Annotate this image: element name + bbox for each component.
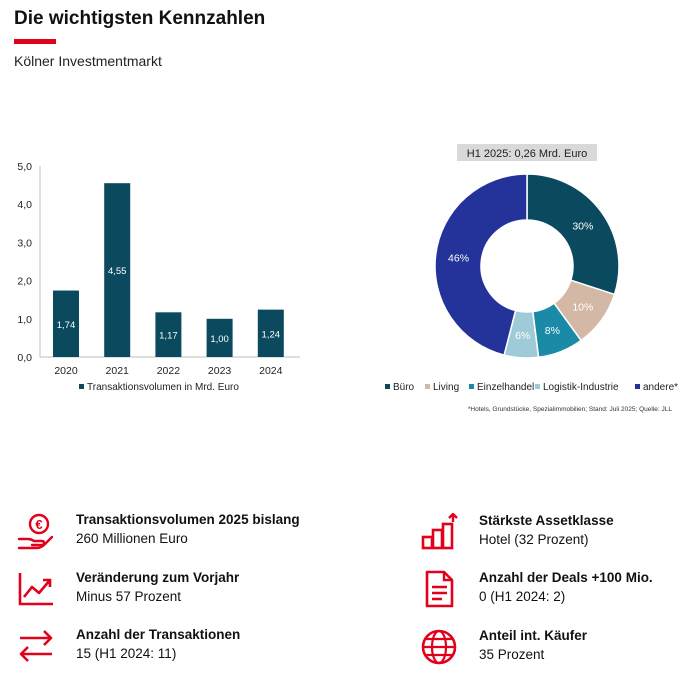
legend-label-buero: Büro [393,382,415,393]
x-tick-label: 2020 [54,365,78,377]
kpi-change-prev-year: Veränderung zum Vorjahr Minus 57 Prozent [17,570,337,610]
kpi-deals-over-100m: Anzahl der Deals +100 Mio. 0 (H1 2024: 2… [420,570,690,610]
y-tick-label: 2,0 [17,276,32,288]
legend-label: Transaktionsvolumen in Mrd. Euro [87,382,239,393]
y-tick-label: 1,0 [17,314,32,326]
page-subtitle: Kölner Investmentmarkt [14,53,162,69]
bar [104,183,131,357]
kpi-international-buyers: Anteil int. Käufer 35 Prozent [420,628,690,668]
kpi-label: Transaktionsvolumen 2025 bislang [76,512,300,527]
document-icon [425,570,454,608]
kpi-transaction-count: Anzahl der Transaktionen 15 (H1 2024: 11… [17,627,337,667]
slice-label: 8% [545,325,560,337]
x-tick-label: 2022 [157,365,181,377]
bar [257,309,284,357]
donut-slice-buero [526,173,620,296]
page-title: Die wichtigsten Kennzahlen [14,8,266,29]
globe-icon [421,629,457,665]
legend-swatch-andere [635,384,640,389]
x-tick-label: 2021 [106,365,130,377]
legend-label-logistik: Logistik-Industrie [543,382,619,393]
bar [53,290,79,357]
bar [206,318,233,357]
kpi-label: Veränderung zum Vorjahr [76,570,240,585]
kpi-label: Anteil int. Käufer [479,628,588,643]
kpi-value: 260 Millionen Euro [76,531,188,546]
kpi-value: 35 Prozent [479,647,545,662]
data-label: 1,17 [159,331,178,342]
kpi-transaction-volume: € Transaktionsvolumen 2025 bislang 260 M… [17,512,337,552]
legend-label-einzelhandel: Einzelhandel [477,382,534,393]
data-label: 1,74 [57,320,76,331]
svg-text:€: € [35,517,42,532]
donut-slice-andere [434,173,528,357]
legend-label-andere: andere* [643,382,678,393]
building-growth-icon [421,513,458,550]
kpi-value: 15 (H1 2024: 11) [76,646,177,661]
legend-swatch-logistik [535,384,540,389]
data-label: 4,55 [108,266,127,277]
y-tick-label: 4,0 [17,199,32,211]
slice-label: 30% [572,220,593,232]
x-tick-label: 2023 [208,365,232,377]
data-label: 1,24 [262,329,281,340]
growth-chart-icon [18,573,53,606]
kpi-label: Anzahl der Deals +100 Mio. [479,570,653,585]
donut-title-box [457,144,597,161]
legend-swatch-living [425,384,430,389]
legend-swatch [79,384,84,389]
slice-label: 10% [572,302,593,314]
data-label: 1,00 [210,334,229,345]
kpi-value: Minus 57 Prozent [76,589,182,604]
kpi-value: Hotel (32 Prozent) [479,532,589,547]
kpi-label: Stärkste Assetklasse [479,513,614,528]
y-tick-label: 0,0 [17,352,32,364]
footnote: *Hotels, Grundstücke, Spezialimmobilien;… [468,406,673,413]
kpi-value: 0 (H1 2024: 2) [479,589,566,604]
y-tick-label: 3,0 [17,237,32,249]
legend-swatch-einzelhandel [469,384,474,389]
donut-title: H1 2025: 0,26 Mrd. Euro [467,148,587,160]
bar-chart: 0,0 1,0 2,0 3,0 4,0 5,0 2020 1,74 2021 4,55 2022 1,… [17,161,300,393]
exchange-arrows-icon [19,630,53,662]
slice-label: 46% [448,252,469,264]
legend-swatch-buero [385,384,390,389]
legend-label-living: Living [433,382,459,393]
euro-hand-icon: € [17,513,54,550]
title-accent-bar [14,39,56,44]
kpi-label: Anzahl der Transaktionen [76,627,241,642]
bar [155,312,182,357]
donut-chart: H1 2025: 0,26 Mrd. Euro 30% 10% 8% 6% 46% Büro… [385,144,678,413]
y-tick-label: 5,0 [17,161,32,173]
x-tick-label: 2024 [259,365,283,377]
kpi-strongest-asset-class: Stärkste Assetklasse Hotel (32 Prozent) [420,513,690,553]
slice-label: 6% [515,330,530,342]
